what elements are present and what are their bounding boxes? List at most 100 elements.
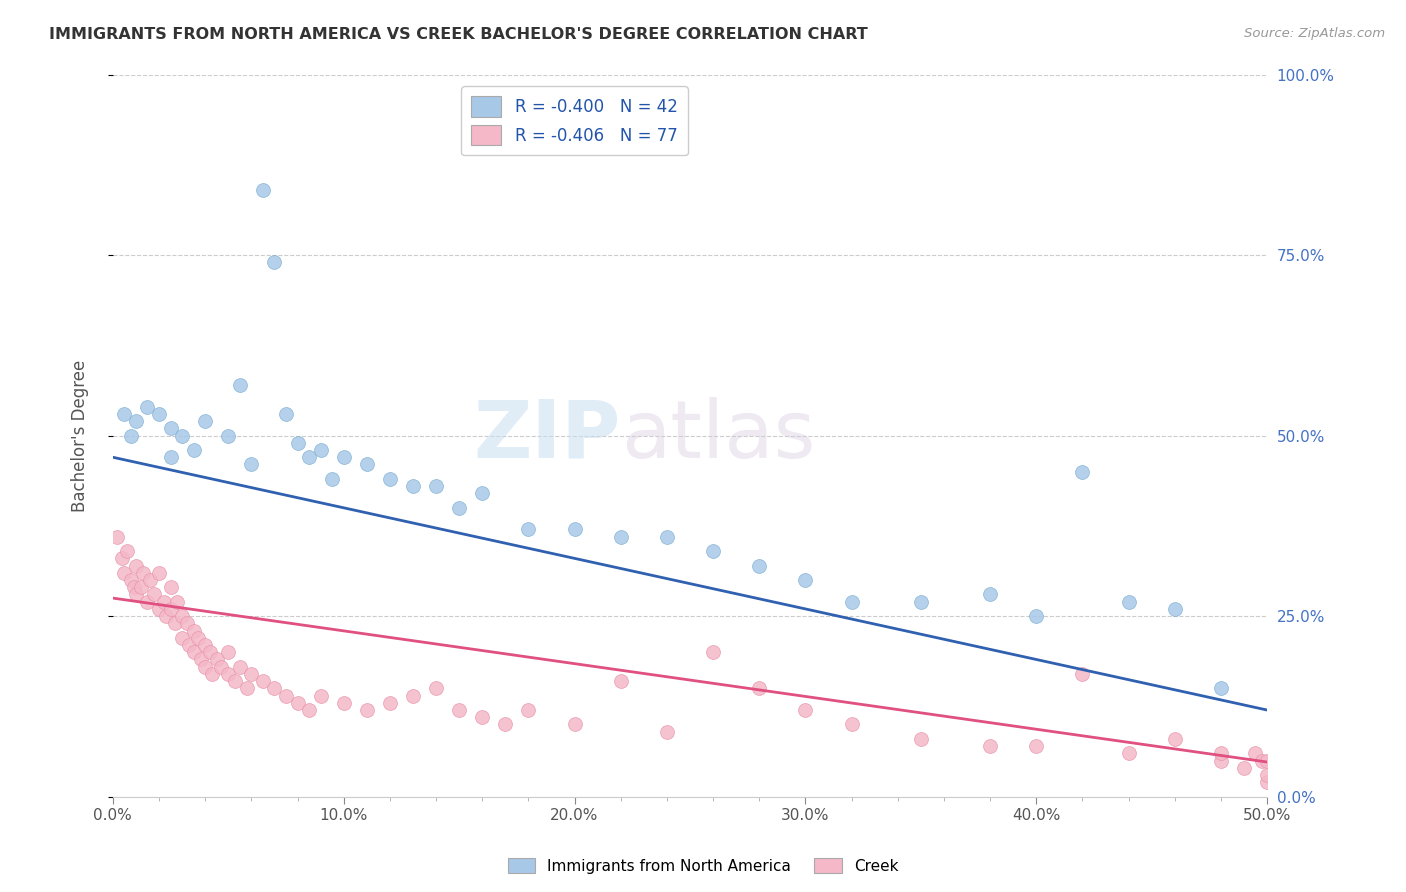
Point [176, 616, 198, 631]
Point [274, 407, 297, 421]
Point [1118, 747, 1140, 761]
Text: IMMIGRANTS FROM NORTH AMERICA VS CREEK BACHELOR'S DEGREE CORRELATION CHART: IMMIGRANTS FROM NORTH AMERICA VS CREEK B… [49, 27, 868, 42]
Point [841, 717, 863, 731]
Point [425, 681, 447, 696]
Point [841, 595, 863, 609]
Point [378, 696, 401, 710]
Point [125, 587, 148, 601]
Point [356, 703, 378, 717]
Point [217, 645, 239, 659]
Point [298, 450, 321, 465]
Point [702, 544, 724, 558]
Point [425, 479, 447, 493]
Y-axis label: Bachelor's Degree: Bachelor's Degree [72, 359, 89, 512]
Point [198, 645, 221, 659]
Point [1163, 731, 1185, 746]
Point [201, 667, 224, 681]
Point [136, 595, 159, 609]
Point [1071, 667, 1094, 681]
Point [402, 479, 425, 493]
Point [321, 472, 343, 486]
Point [517, 523, 540, 537]
Point [229, 659, 252, 673]
Point [564, 523, 586, 537]
Point [172, 631, 194, 645]
Legend: Immigrants from North America, Creek: Immigrants from North America, Creek [502, 852, 904, 880]
Point [794, 703, 817, 717]
Point [655, 724, 678, 739]
Point [1163, 602, 1185, 616]
Point [139, 573, 162, 587]
Point [287, 435, 309, 450]
Point [148, 407, 170, 421]
Point [1256, 754, 1278, 768]
Point [356, 458, 378, 472]
Point [112, 407, 135, 421]
Point [194, 638, 217, 652]
Point [748, 681, 770, 696]
Point [564, 717, 586, 731]
Legend: R = -0.400   N = 42, R = -0.406   N = 77: R = -0.400 N = 42, R = -0.406 N = 77 [461, 87, 688, 155]
Point [148, 566, 170, 580]
Point [910, 731, 932, 746]
Point [209, 659, 232, 673]
Text: atlas: atlas [620, 397, 815, 475]
Point [263, 255, 285, 269]
Point [152, 595, 174, 609]
Point [107, 530, 129, 544]
Point [402, 689, 425, 703]
Point [132, 566, 155, 580]
Point [309, 689, 332, 703]
Point [471, 710, 494, 724]
Point [155, 609, 177, 624]
Point [1251, 754, 1274, 768]
Point [794, 573, 817, 587]
Point [263, 681, 285, 696]
Point [190, 652, 212, 666]
Point [240, 458, 263, 472]
Point [159, 580, 181, 594]
Point [298, 703, 321, 717]
Point [165, 616, 187, 631]
Point [112, 566, 135, 580]
Point [194, 659, 217, 673]
Point [910, 595, 932, 609]
Point [748, 558, 770, 573]
Point [1209, 754, 1232, 768]
Point [1209, 747, 1232, 761]
Point [332, 450, 354, 465]
Point [979, 587, 1001, 601]
Point [252, 183, 274, 197]
Point [217, 667, 239, 681]
Point [252, 674, 274, 689]
Point [183, 624, 205, 638]
Point [159, 421, 181, 435]
Point [224, 674, 246, 689]
Point [143, 587, 166, 601]
Point [1071, 465, 1094, 479]
Point [1233, 761, 1256, 775]
Point [609, 530, 631, 544]
Point [115, 544, 138, 558]
Point [702, 645, 724, 659]
Point [187, 631, 209, 645]
Point [309, 443, 332, 458]
Point [1025, 739, 1047, 753]
Point [111, 551, 134, 566]
Point [609, 674, 631, 689]
Point [517, 703, 540, 717]
Point [1256, 768, 1278, 782]
Point [172, 428, 194, 442]
Point [129, 580, 152, 594]
Point [287, 696, 309, 710]
Point [240, 667, 263, 681]
Point [159, 602, 181, 616]
Point [120, 428, 142, 442]
Point [449, 500, 471, 515]
Point [378, 472, 401, 486]
Point [1256, 775, 1278, 789]
Point [194, 414, 217, 428]
Point [1209, 681, 1232, 696]
Point [979, 739, 1001, 753]
Point [172, 609, 194, 624]
